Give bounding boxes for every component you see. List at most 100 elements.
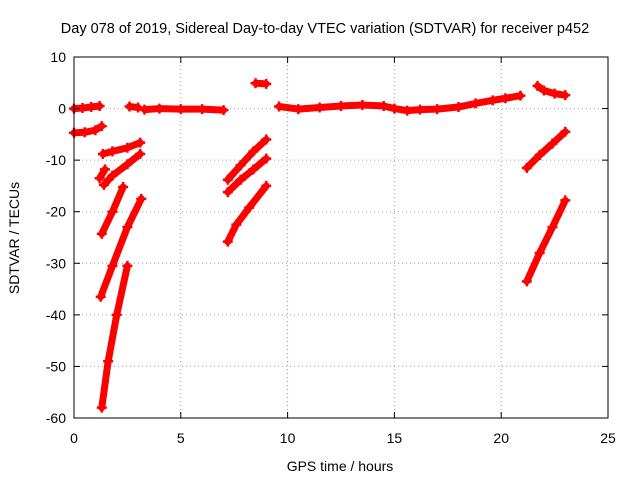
- data-point: [222, 174, 233, 185]
- data-series: [222, 180, 272, 247]
- data-point: [244, 202, 255, 213]
- data-point: [118, 181, 129, 192]
- data-point: [534, 247, 545, 258]
- data-point: [94, 173, 105, 184]
- data-point: [96, 228, 107, 239]
- data-series: [521, 126, 571, 173]
- data-point: [314, 102, 325, 113]
- data-point: [124, 101, 135, 112]
- data-point: [218, 105, 229, 116]
- x-tick-label: 25: [600, 430, 616, 446]
- data-point: [135, 137, 146, 148]
- data-trace: [523, 196, 569, 285]
- data-point: [96, 402, 107, 413]
- data-point: [378, 100, 389, 111]
- data-series: [274, 90, 526, 116]
- data-point: [560, 126, 571, 137]
- data-point: [107, 206, 118, 217]
- x-tick-label: 5: [177, 430, 185, 446]
- data-point: [487, 95, 498, 106]
- data-point: [107, 170, 118, 181]
- data-trace: [224, 182, 270, 246]
- data-series: [222, 153, 272, 198]
- data-series: [139, 103, 229, 116]
- data-point: [453, 102, 464, 113]
- data-trace: [534, 82, 569, 99]
- data-point: [136, 193, 147, 204]
- data-point: [97, 148, 108, 159]
- x-tick-label: 20: [493, 430, 509, 446]
- data-point: [532, 80, 543, 91]
- x-tick-label: 10: [280, 430, 296, 446]
- data-trace: [70, 122, 106, 137]
- plot-frame: [73, 56, 609, 419]
- data-point: [235, 174, 246, 185]
- data-point: [231, 219, 242, 230]
- data-point: [389, 103, 400, 114]
- data-point: [560, 90, 571, 101]
- grid: [74, 57, 608, 418]
- x-tick-label: 0: [70, 430, 78, 446]
- x-axis-label: GPS time / hours: [287, 458, 394, 474]
- data-trace: [99, 139, 144, 158]
- data-point: [107, 146, 118, 157]
- data-point: [521, 162, 532, 173]
- data-series: [94, 164, 110, 184]
- data-series: [98, 148, 146, 190]
- data-point: [103, 356, 114, 367]
- data-point: [96, 121, 107, 132]
- data-point: [99, 164, 110, 175]
- data-series: [96, 260, 133, 413]
- data-point: [86, 102, 97, 113]
- data-point: [261, 134, 272, 145]
- tick-labels: 0 5 10 15 20 25 -60 -50 -40 -30 -20 -10 0 10: [46, 49, 616, 446]
- y-tick-label: 10: [50, 49, 66, 65]
- data-point: [79, 127, 90, 138]
- data-point: [122, 260, 133, 271]
- data-point: [90, 125, 101, 136]
- data-point: [77, 103, 88, 114]
- data-point: [248, 146, 259, 157]
- data-point: [175, 104, 186, 115]
- data-point: [560, 195, 571, 206]
- data-trace: [100, 150, 144, 189]
- data-point: [248, 164, 259, 175]
- data-point: [250, 78, 261, 89]
- data-point: [521, 276, 532, 287]
- data-point: [122, 222, 133, 233]
- y-tick-label: -60: [46, 410, 66, 426]
- data-point: [122, 159, 133, 170]
- data-point: [293, 104, 304, 115]
- data-point: [336, 100, 346, 111]
- axis-ticks: [73, 56, 609, 419]
- data-point: [235, 160, 246, 171]
- data-series: [124, 101, 144, 113]
- data-point: [222, 236, 233, 247]
- data-point: [107, 260, 118, 271]
- data-point: [549, 88, 560, 99]
- data-series: [521, 195, 571, 287]
- data-trace: [224, 155, 270, 196]
- x-tick-label: 15: [387, 430, 403, 446]
- data-trace: [224, 136, 270, 184]
- data-point: [135, 148, 146, 159]
- data-point: [139, 104, 150, 115]
- y-tick-label: -10: [46, 152, 66, 168]
- data-point: [432, 104, 443, 115]
- y-tick-label: -40: [46, 307, 66, 323]
- data-series: [222, 134, 272, 185]
- data-point: [470, 98, 481, 109]
- data-point: [357, 99, 368, 110]
- data-point: [154, 103, 165, 114]
- data-point: [274, 101, 285, 112]
- data-series: [97, 137, 146, 159]
- data-point: [261, 180, 272, 191]
- data-point: [261, 153, 272, 164]
- data-point: [122, 142, 133, 153]
- data-point: [402, 105, 413, 116]
- data-point: [133, 102, 144, 113]
- data-point: [415, 104, 426, 115]
- data-point: [95, 291, 106, 302]
